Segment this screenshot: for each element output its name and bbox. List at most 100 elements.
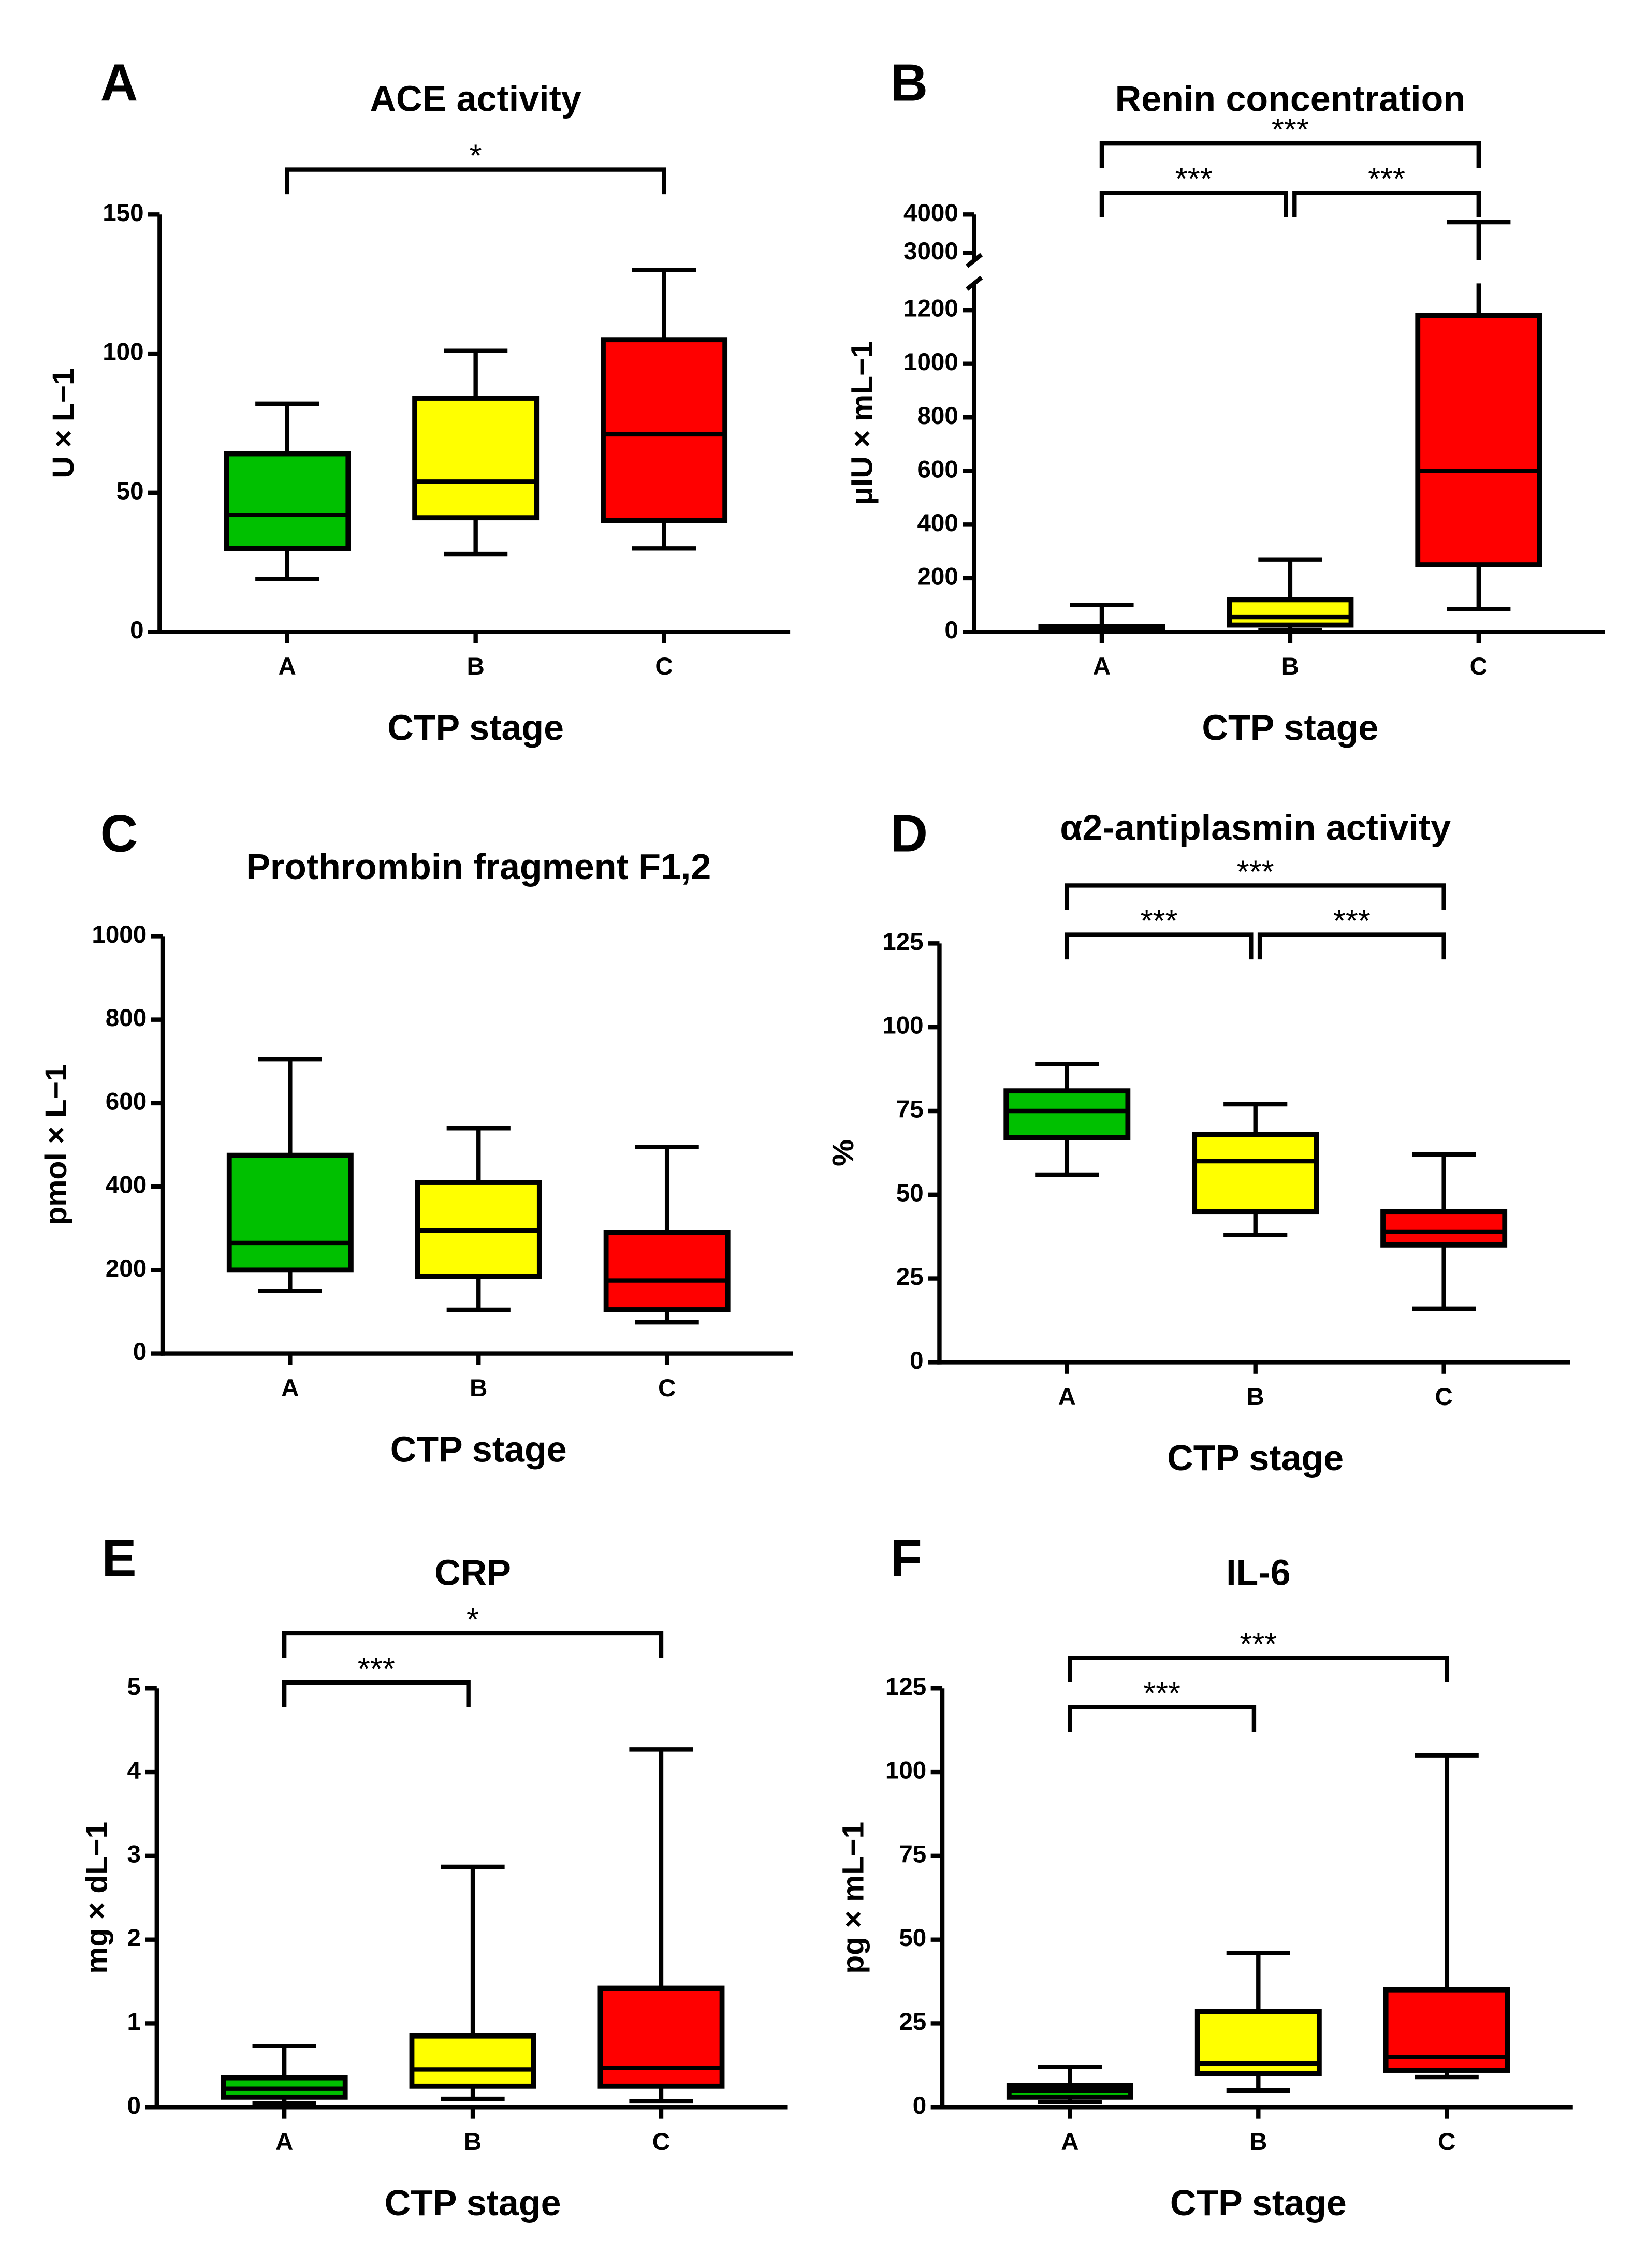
x-tick-label: A: [279, 653, 296, 680]
significance-label: *: [470, 138, 482, 173]
significance-bracket: [1099, 141, 1481, 168]
y-axis-label: pmol × L−1: [39, 1064, 73, 1225]
y-tick-label: 0: [127, 2092, 141, 2119]
x-axis-label: CTP stage: [1202, 707, 1378, 748]
y-tick-label: 1200: [903, 295, 958, 323]
significance-label: ***: [1175, 161, 1213, 197]
y-tick-label: 1000: [92, 921, 147, 948]
box: [597, 1985, 725, 2089]
y-tick-label: 100: [885, 1757, 926, 1784]
significance-bracket: [1065, 932, 1254, 960]
y-tick-label: 0: [133, 1338, 147, 1366]
x-tick-label: B: [1281, 653, 1299, 680]
x-tick-label: A: [1058, 1383, 1076, 1411]
significance-bracket: [1068, 1656, 1449, 1683]
chart-title: IL-6: [1226, 1552, 1290, 1592]
x-tick-label: C: [1435, 1383, 1452, 1411]
significance-bracket: [1068, 1705, 1257, 1732]
significance-bracket: [282, 1680, 471, 1707]
y-tick-label: 25: [896, 1263, 924, 1291]
significance-label: ***: [1143, 1676, 1180, 1711]
x-axis-label: CTP stage: [1170, 2183, 1347, 2223]
y-tick-label: 3: [127, 1840, 141, 1868]
y-tick-label: 600: [917, 456, 958, 483]
panel-letter: B: [890, 54, 928, 112]
x-axis-label: CTP stage: [385, 2183, 561, 2223]
box: [224, 451, 351, 551]
y-tick-label: 5: [127, 1673, 141, 1701]
y-tick-label: 1000: [903, 348, 958, 376]
panel-letter: C: [100, 805, 138, 863]
y-tick-label: 0: [910, 1347, 923, 1374]
y-axis-label: %: [826, 1139, 860, 1166]
x-tick-label: A: [1093, 653, 1111, 680]
y-tick-label: 25: [899, 2008, 926, 2036]
significance-bracket: [1257, 932, 1446, 960]
x-tick-label: B: [467, 653, 484, 680]
x-tick-label: A: [1061, 2128, 1078, 2156]
chart-title: ACE activity: [370, 78, 581, 119]
significance-label: ***: [1141, 903, 1178, 939]
y-tick-label: 0: [130, 617, 143, 644]
significance-label: ***: [358, 1651, 395, 1687]
box: [412, 396, 540, 521]
panel-letter: E: [101, 1529, 136, 1587]
axis-break: [966, 253, 983, 268]
chart-title: Renin concentration: [1115, 78, 1465, 119]
y-tick-label: 125: [882, 928, 923, 956]
y-tick-label: 50: [899, 1924, 926, 1952]
y-axis-label: pg × mL−1: [837, 1822, 870, 1974]
y-tick-label: 100: [103, 339, 143, 366]
y-tick-label: 75: [899, 1840, 926, 1868]
y-tick-label: 800: [917, 402, 958, 430]
box: [1415, 313, 1542, 567]
significance-label: ***: [1368, 161, 1405, 197]
y-tick-label: 4000: [903, 199, 958, 227]
x-tick-label: B: [470, 1374, 487, 1402]
significance-label: *: [467, 1602, 479, 1637]
panel-letter: A: [100, 54, 138, 112]
significance-label: ***: [1240, 1626, 1277, 1662]
significance-bracket: [1099, 191, 1288, 217]
y-tick-label: 2: [127, 1924, 141, 1952]
y-tick-label: 200: [106, 1255, 147, 1282]
y-tick-label: 0: [944, 617, 958, 644]
x-axis-label: CTP stage: [390, 1429, 567, 1469]
x-tick-label: B: [1247, 1383, 1264, 1411]
significance-label: ***: [1237, 854, 1274, 889]
axis-break: [966, 275, 983, 291]
y-tick-label: 75: [896, 1096, 924, 1123]
box: [409, 2033, 536, 2089]
significance-label: ***: [1272, 112, 1309, 148]
y-tick-label: 50: [896, 1179, 924, 1207]
x-axis-label: CTP stage: [1167, 1438, 1344, 1478]
chart-title: Prothrombin fragment F1,2: [246, 846, 711, 887]
panel-letter: D: [890, 805, 928, 863]
x-tick-label: B: [464, 2128, 482, 2156]
y-tick-label: 1: [127, 2008, 141, 2036]
y-tick-label: 200: [917, 563, 958, 591]
x-tick-label: C: [1438, 2128, 1455, 2156]
chart-title: CRP: [434, 1552, 511, 1592]
y-axis-label: μIU × mL−1: [845, 341, 879, 505]
x-tick-label: A: [275, 2128, 293, 2156]
y-tick-label: 400: [106, 1172, 147, 1199]
x-axis-label: CTP stage: [387, 707, 564, 748]
y-tick-label: 400: [917, 509, 958, 537]
box: [601, 337, 728, 523]
box: [1227, 597, 1354, 628]
y-tick-label: 600: [106, 1088, 147, 1115]
y-tick-label: 800: [106, 1004, 147, 1032]
x-tick-label: C: [655, 653, 673, 680]
panel-letter: F: [890, 1529, 922, 1587]
significance-bracket: [1065, 883, 1446, 910]
y-tick-label: 150: [103, 199, 143, 227]
y-tick-label: 100: [882, 1012, 923, 1040]
x-tick-label: C: [652, 2128, 670, 2156]
box: [1003, 1088, 1131, 1140]
box: [603, 1230, 731, 1312]
significance-bracket: [285, 167, 666, 195]
x-tick-label: C: [1470, 653, 1488, 680]
